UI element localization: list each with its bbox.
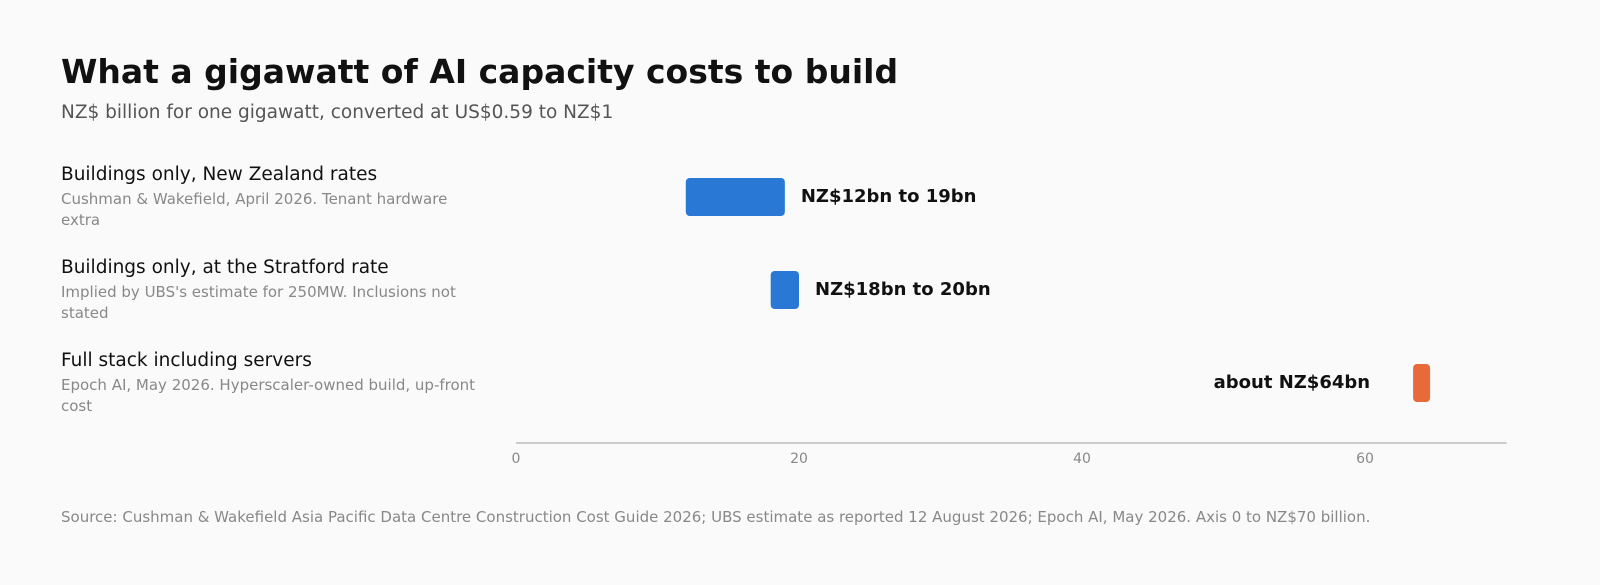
range-bar xyxy=(685,178,785,216)
category-note: Implied by UBS's estimate for 250MW. Inc… xyxy=(61,283,456,322)
value-label: NZ$12bn to 19bn xyxy=(801,186,977,207)
row-label: Buildings only, at the Stratford rate Imp… xyxy=(61,256,486,324)
category-label: Full stack including servers xyxy=(61,350,312,371)
category-label: Buildings only, New Zealand rates xyxy=(61,164,378,185)
source-note: Source: Cushman & Wakefield Asia Pacific… xyxy=(61,508,1371,526)
value-label: about NZ$64bn xyxy=(1214,372,1370,393)
category-label: Buildings only, at the Stratford rate xyxy=(61,257,389,278)
chart-subtitle: NZ$ billion for one gigawatt, converted … xyxy=(61,102,614,123)
range-bar xyxy=(770,271,799,309)
category-note: Epoch AI, May 2026. Hyperscaler-owned bu… xyxy=(61,376,476,415)
chart-title: What a gigawatt of AI capacity costs to … xyxy=(61,52,899,91)
x-tick-label: 40 xyxy=(1073,451,1091,467)
value-label: NZ$18bn to 20bn xyxy=(815,279,991,300)
x-tick-label: 0 xyxy=(512,451,521,467)
row-label: Buildings only, New Zealand rates Cushman… xyxy=(61,163,486,231)
row-label: Full stack including servers Epoch AI, Ma… xyxy=(61,349,486,417)
category-note: Cushman & Wakefield, April 2026. Tenant … xyxy=(61,190,448,229)
x-tick-label: 20 xyxy=(790,451,808,467)
x-tick-label: 60 xyxy=(1356,451,1374,467)
range-bar xyxy=(1413,364,1431,402)
